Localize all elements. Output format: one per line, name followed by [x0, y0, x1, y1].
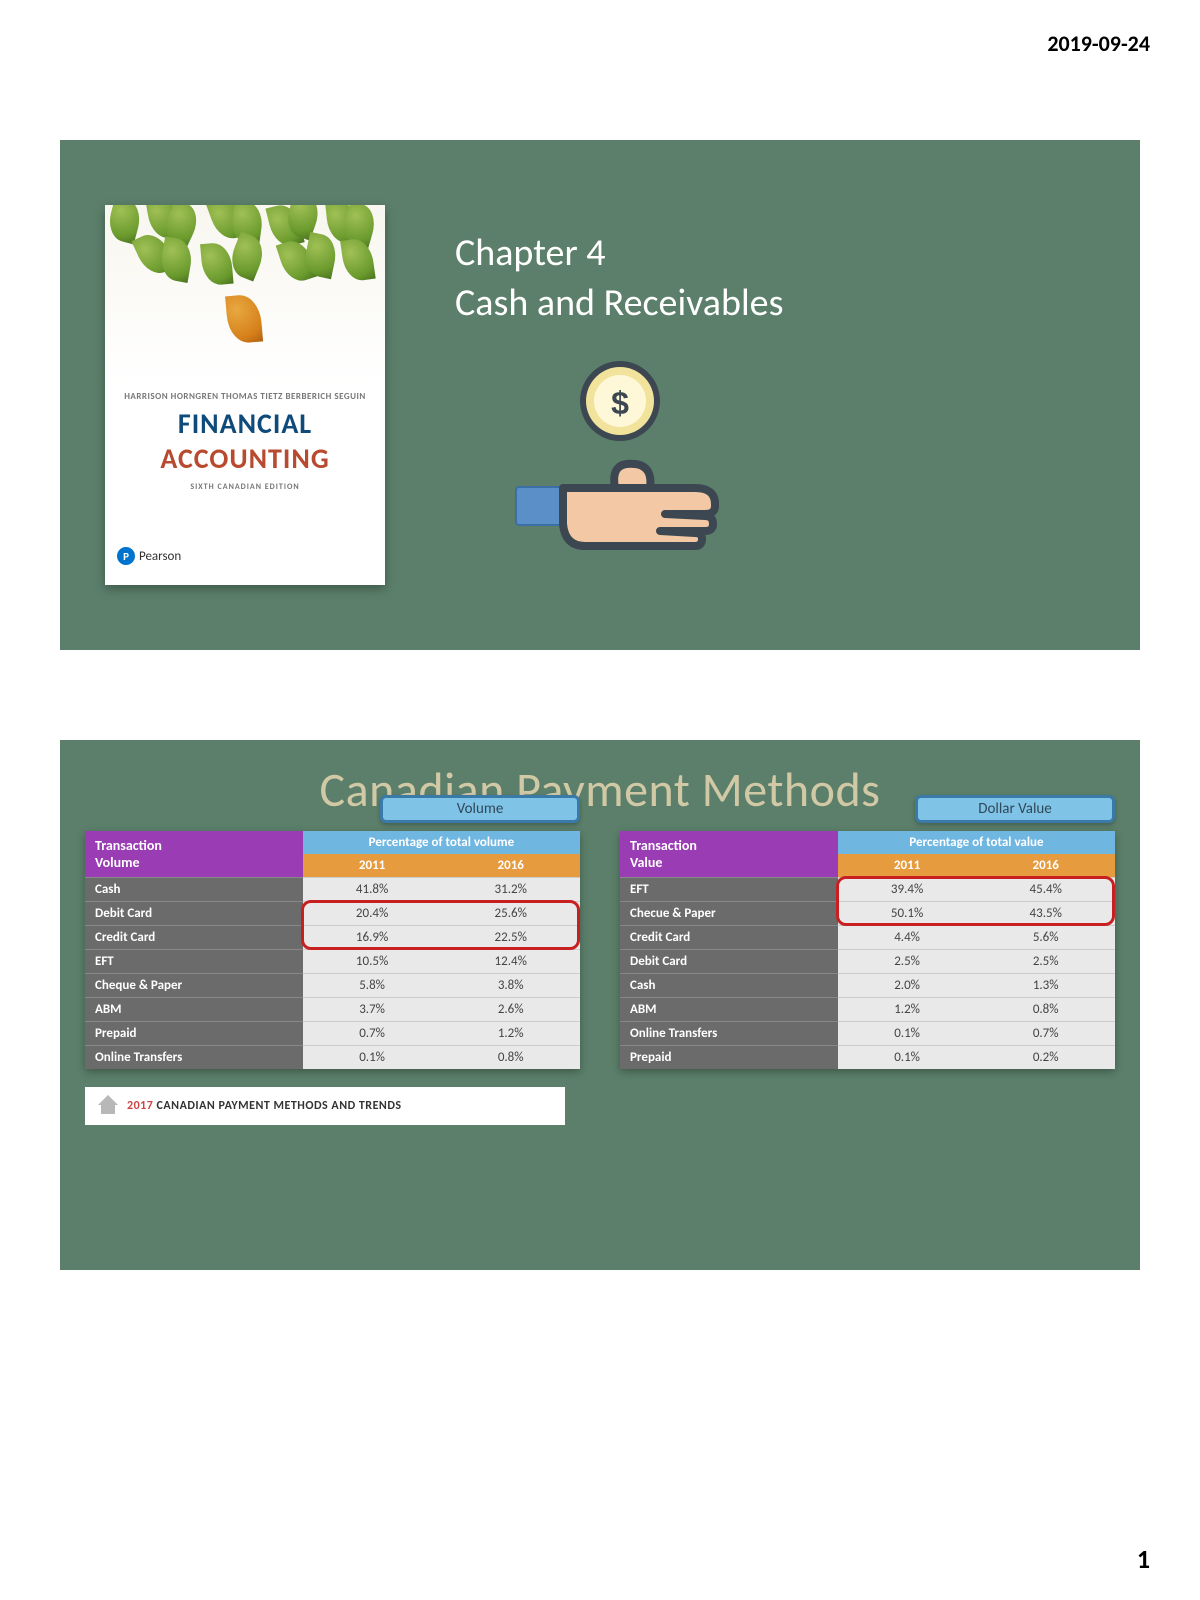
cell-2011: 50.1% — [838, 902, 977, 926]
row-label: Prepaid — [620, 1046, 838, 1070]
table-row: ABM1.2%0.8% — [620, 998, 1115, 1022]
page-number: 1 — [1137, 1543, 1150, 1575]
table-row: Prepaid0.1%0.2% — [620, 1046, 1115, 1070]
row-label: Debit Card — [620, 950, 838, 974]
table-row: EFT39.4%45.4% — [620, 878, 1115, 902]
row-label: Checue & Paper — [620, 902, 838, 926]
cell-2016: 2.6% — [441, 998, 580, 1022]
home-icon — [99, 1097, 117, 1115]
cell-2011: 2.5% — [838, 950, 977, 974]
value-table-block: Dollar Value TransactionPercentage of to… — [620, 831, 1115, 1069]
table-row: Checue & Paper50.1%43.5% — [620, 902, 1115, 926]
row-label: Credit Card — [85, 926, 303, 950]
cell-2016: 0.8% — [441, 1046, 580, 1070]
cell-2011: 5.8% — [303, 974, 442, 998]
row-label: Online Transfers — [620, 1022, 838, 1046]
book-edition: SIXTH CANADIAN EDITION — [115, 482, 375, 492]
table-row: EFT10.5%12.4% — [85, 950, 580, 974]
cell-2011: 0.7% — [303, 1022, 442, 1046]
row-label: Prepaid — [85, 1022, 303, 1046]
cell-2016: 12.4% — [441, 950, 580, 974]
cell-2016: 31.2% — [441, 878, 580, 902]
pearson-logo-icon: P — [117, 547, 135, 565]
chapter-number: Chapter 4 — [455, 230, 783, 276]
row-label: Cash — [85, 878, 303, 902]
volume-table-block: Volume TransactionPercentage of total vo… — [85, 831, 580, 1069]
cell-2016: 1.3% — [976, 974, 1115, 998]
cell-2011: 3.7% — [303, 998, 442, 1022]
book-authors: HARRISON HORNGREN THOMAS TIETZ BERBERICH… — [115, 391, 375, 402]
book-title-line1: FINANCIAL — [115, 406, 375, 441]
slide-1: HARRISON HORNGREN THOMAS TIETZ BERBERICH… — [60, 140, 1140, 650]
row-label: ABM — [85, 998, 303, 1022]
cell-2016: 1.2% — [441, 1022, 580, 1046]
row-label: Cash — [620, 974, 838, 998]
row-label: Credit Card — [620, 926, 838, 950]
table-row: Online Transfers0.1%0.7% — [620, 1022, 1115, 1046]
cell-2016: 3.8% — [441, 974, 580, 998]
cell-2011: 2.0% — [838, 974, 977, 998]
chapter-title: Cash and Receivables — [455, 280, 783, 326]
book-cover: HARRISON HORNGREN THOMAS TIETZ BERBERICH… — [105, 205, 385, 585]
row-label: Debit Card — [85, 902, 303, 926]
table-row: Cash41.8%31.2% — [85, 878, 580, 902]
cell-2016: 45.4% — [976, 878, 1115, 902]
cell-2011: 39.4% — [838, 878, 977, 902]
slide-2: Canadian Payment Methods Volume Transact… — [60, 740, 1140, 1270]
book-title-line2: ACCOUNTING — [115, 441, 375, 476]
footer-text: CANADIAN PAYMENT METHODS AND TRENDS — [157, 1099, 402, 1113]
cell-2011: 0.1% — [838, 1022, 977, 1046]
row-label: ABM — [620, 998, 838, 1022]
volume-table: TransactionPercentage of total volumeVol… — [85, 831, 580, 1069]
cell-2016: 5.6% — [976, 926, 1115, 950]
cell-2011: 0.1% — [838, 1046, 977, 1070]
cell-2011: 10.5% — [303, 950, 442, 974]
table-row: Debit Card2.5%2.5% — [620, 950, 1115, 974]
publisher: P Pearson — [117, 547, 181, 565]
table-row: ABM3.7%2.6% — [85, 998, 580, 1022]
table-row: Credit Card16.9%22.5% — [85, 926, 580, 950]
book-text-block: HARRISON HORNGREN THOMAS TIETZ BERBERICH… — [105, 391, 385, 492]
cell-2011: 20.4% — [303, 902, 442, 926]
publisher-label: Pearson — [139, 549, 181, 564]
svg-text:$: $ — [611, 385, 629, 421]
page-date: 2019-09-24 — [1047, 30, 1150, 57]
value-table: TransactionPercentage of total valueValu… — [620, 831, 1115, 1069]
cell-2011: 16.9% — [303, 926, 442, 950]
table-row: Online Transfers0.1%0.8% — [85, 1046, 580, 1070]
table-row: Credit Card4.4%5.6% — [620, 926, 1115, 950]
slide1-heading: Chapter 4 Cash and Receivables $ — [455, 230, 783, 561]
book-leaves-illustration — [105, 205, 385, 385]
table-row: Prepaid0.7%1.2% — [85, 1022, 580, 1046]
cell-2011: 4.4% — [838, 926, 977, 950]
cell-2011: 1.2% — [838, 998, 977, 1022]
row-label: Cheque & Paper — [85, 974, 303, 998]
cell-2016: 25.6% — [441, 902, 580, 926]
row-label: EFT — [620, 878, 838, 902]
volume-tab: Volume — [380, 795, 580, 823]
source-footer: 2017 CANADIAN PAYMENT METHODS AND TRENDS — [85, 1087, 565, 1125]
cell-2016: 43.5% — [976, 902, 1115, 926]
cell-2016: 22.5% — [441, 926, 580, 950]
cell-2016: 0.8% — [976, 998, 1115, 1022]
hand-coin-icon: $ — [495, 356, 783, 561]
cell-2016: 2.5% — [976, 950, 1115, 974]
table-row: Debit Card20.4%25.6% — [85, 902, 580, 926]
cell-2016: 0.2% — [976, 1046, 1115, 1070]
row-label: Online Transfers — [85, 1046, 303, 1070]
table-row: Cheque & Paper5.8%3.8% — [85, 974, 580, 998]
footer-year: 2017 — [127, 1099, 153, 1113]
table-row: Cash2.0%1.3% — [620, 974, 1115, 998]
cell-2011: 0.1% — [303, 1046, 442, 1070]
row-label: EFT — [85, 950, 303, 974]
cell-2011: 41.8% — [303, 878, 442, 902]
dollar-value-tab: Dollar Value — [915, 795, 1115, 823]
cell-2016: 0.7% — [976, 1022, 1115, 1046]
tables-container: Volume TransactionPercentage of total vo… — [60, 831, 1140, 1069]
